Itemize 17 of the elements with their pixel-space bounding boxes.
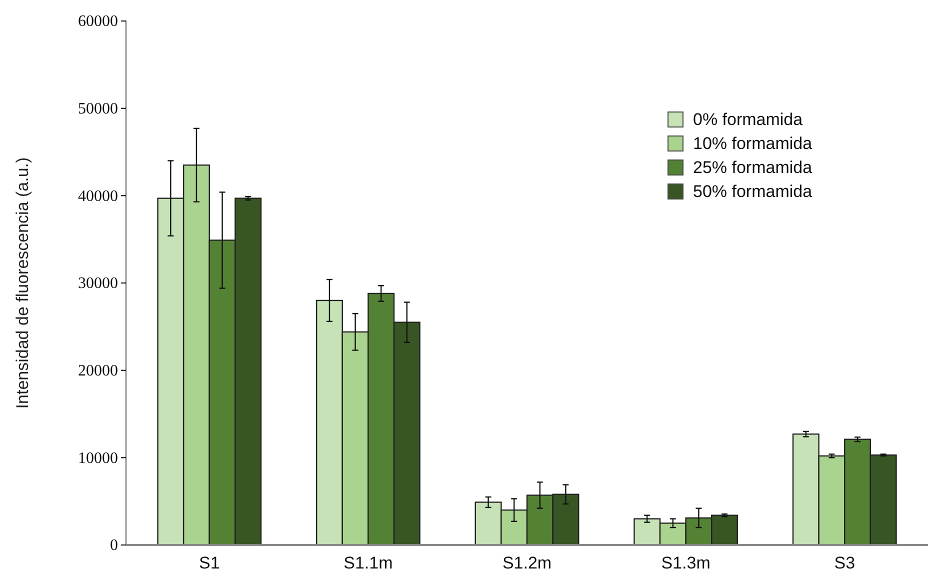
legend-label: 25% formamida xyxy=(693,158,813,177)
x-tick-label: S3 xyxy=(834,553,856,572)
y-tick-label: 0 xyxy=(110,537,118,554)
legend-label: 50% formamida xyxy=(693,182,813,201)
x-tick-label: S1.3m xyxy=(661,553,710,572)
legend-label: 0% formamida xyxy=(693,110,804,129)
y-tick-label: 10000 xyxy=(78,450,118,467)
y-tick-label: 40000 xyxy=(78,188,118,205)
y-axis-title: Intensidad de fluorescencia (a.u.) xyxy=(13,157,32,409)
y-tick-label: 30000 xyxy=(78,275,118,292)
x-tick-label: S1 xyxy=(198,553,220,572)
y-tick-label: 60000 xyxy=(78,13,118,30)
legend-label: 10% formamida xyxy=(693,134,813,153)
y-tick-label: 20000 xyxy=(78,362,118,380)
x-tick-label: S1.2m xyxy=(502,553,552,572)
x-tick-label: S1.1m xyxy=(344,553,393,572)
y-tick-label: 50000 xyxy=(78,100,118,118)
